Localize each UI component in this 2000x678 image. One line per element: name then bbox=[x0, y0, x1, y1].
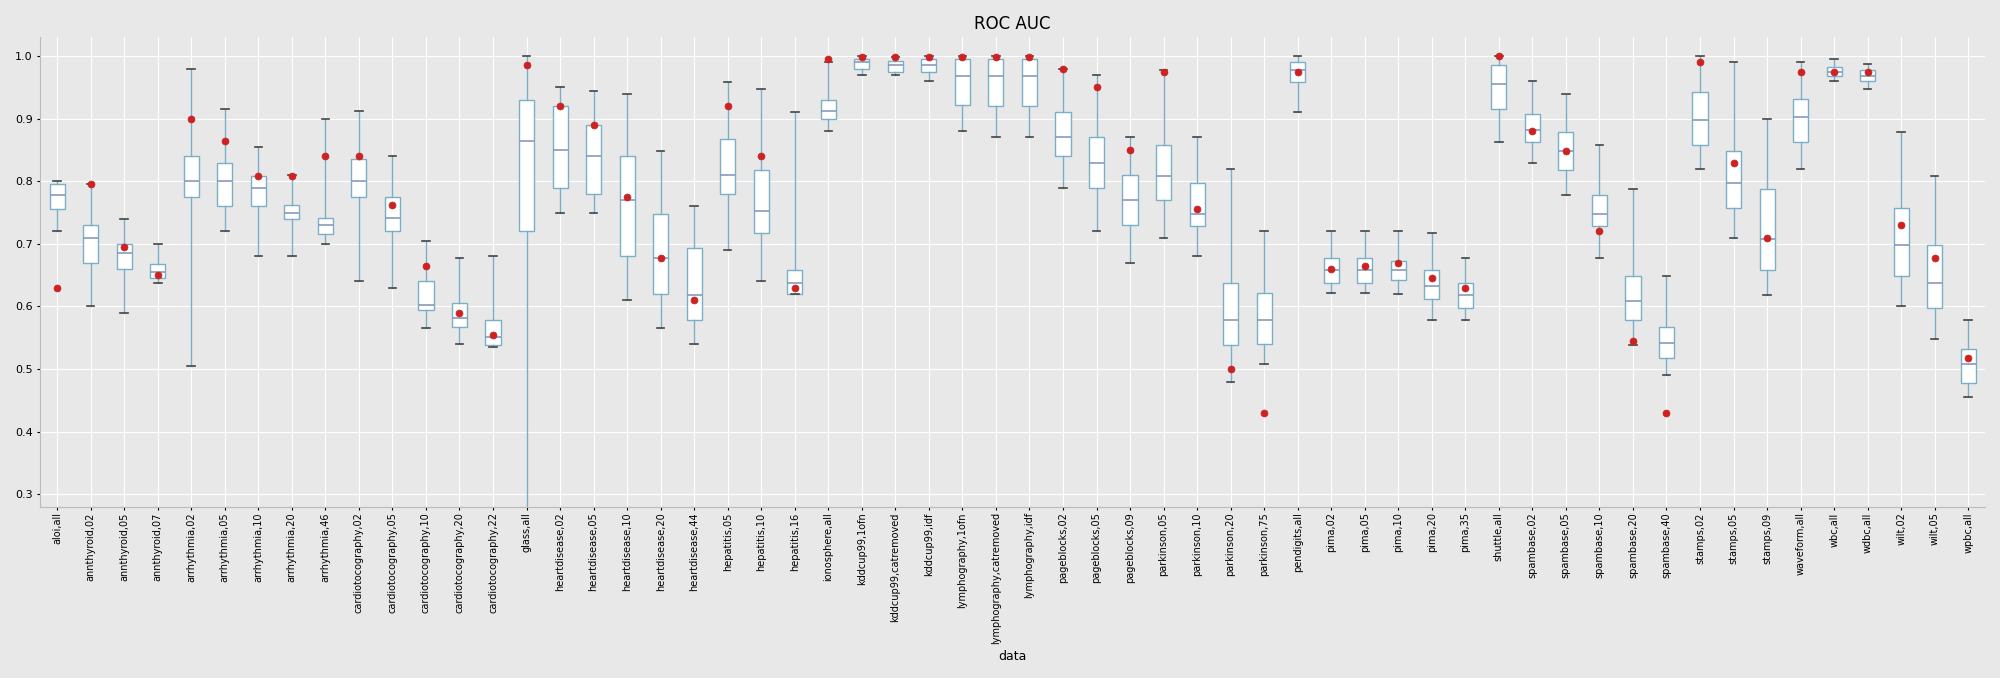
PathPatch shape bbox=[1894, 207, 1908, 277]
PathPatch shape bbox=[1088, 138, 1104, 188]
PathPatch shape bbox=[184, 156, 198, 197]
PathPatch shape bbox=[452, 303, 468, 327]
PathPatch shape bbox=[1122, 175, 1138, 225]
PathPatch shape bbox=[518, 100, 534, 231]
PathPatch shape bbox=[1626, 277, 1640, 320]
PathPatch shape bbox=[50, 184, 64, 210]
PathPatch shape bbox=[250, 176, 266, 206]
PathPatch shape bbox=[150, 264, 166, 278]
PathPatch shape bbox=[1960, 349, 1976, 383]
PathPatch shape bbox=[1390, 262, 1406, 280]
PathPatch shape bbox=[1726, 151, 1742, 207]
PathPatch shape bbox=[218, 163, 232, 206]
PathPatch shape bbox=[1358, 258, 1372, 283]
PathPatch shape bbox=[1658, 327, 1674, 358]
PathPatch shape bbox=[384, 197, 400, 231]
PathPatch shape bbox=[1928, 245, 1942, 308]
PathPatch shape bbox=[1692, 92, 1708, 145]
PathPatch shape bbox=[486, 320, 500, 345]
Title: ROC AUC: ROC AUC bbox=[974, 15, 1050, 33]
PathPatch shape bbox=[720, 139, 736, 194]
PathPatch shape bbox=[1558, 132, 1574, 170]
PathPatch shape bbox=[1592, 195, 1606, 226]
PathPatch shape bbox=[988, 59, 1004, 106]
PathPatch shape bbox=[788, 270, 802, 294]
PathPatch shape bbox=[116, 244, 132, 269]
X-axis label: data: data bbox=[998, 650, 1026, 663]
PathPatch shape bbox=[1860, 70, 1876, 81]
PathPatch shape bbox=[854, 59, 870, 68]
PathPatch shape bbox=[754, 170, 768, 233]
PathPatch shape bbox=[1290, 62, 1306, 83]
PathPatch shape bbox=[1424, 270, 1440, 299]
PathPatch shape bbox=[1826, 67, 1842, 76]
PathPatch shape bbox=[1458, 283, 1472, 308]
PathPatch shape bbox=[1022, 59, 1038, 106]
PathPatch shape bbox=[1492, 66, 1506, 109]
PathPatch shape bbox=[1524, 114, 1540, 142]
PathPatch shape bbox=[654, 214, 668, 294]
PathPatch shape bbox=[284, 205, 300, 219]
PathPatch shape bbox=[888, 61, 902, 72]
PathPatch shape bbox=[1794, 99, 1808, 142]
PathPatch shape bbox=[318, 218, 332, 235]
PathPatch shape bbox=[620, 156, 634, 256]
PathPatch shape bbox=[1256, 293, 1272, 344]
PathPatch shape bbox=[552, 106, 568, 188]
PathPatch shape bbox=[954, 59, 970, 105]
PathPatch shape bbox=[1156, 145, 1172, 200]
PathPatch shape bbox=[1760, 188, 1774, 270]
PathPatch shape bbox=[820, 100, 836, 119]
PathPatch shape bbox=[1324, 258, 1338, 283]
PathPatch shape bbox=[1224, 283, 1238, 345]
PathPatch shape bbox=[922, 59, 936, 72]
PathPatch shape bbox=[1190, 182, 1204, 226]
PathPatch shape bbox=[352, 159, 366, 197]
PathPatch shape bbox=[1056, 113, 1070, 156]
PathPatch shape bbox=[586, 125, 602, 194]
PathPatch shape bbox=[686, 248, 702, 320]
PathPatch shape bbox=[84, 225, 98, 262]
PathPatch shape bbox=[418, 281, 434, 310]
